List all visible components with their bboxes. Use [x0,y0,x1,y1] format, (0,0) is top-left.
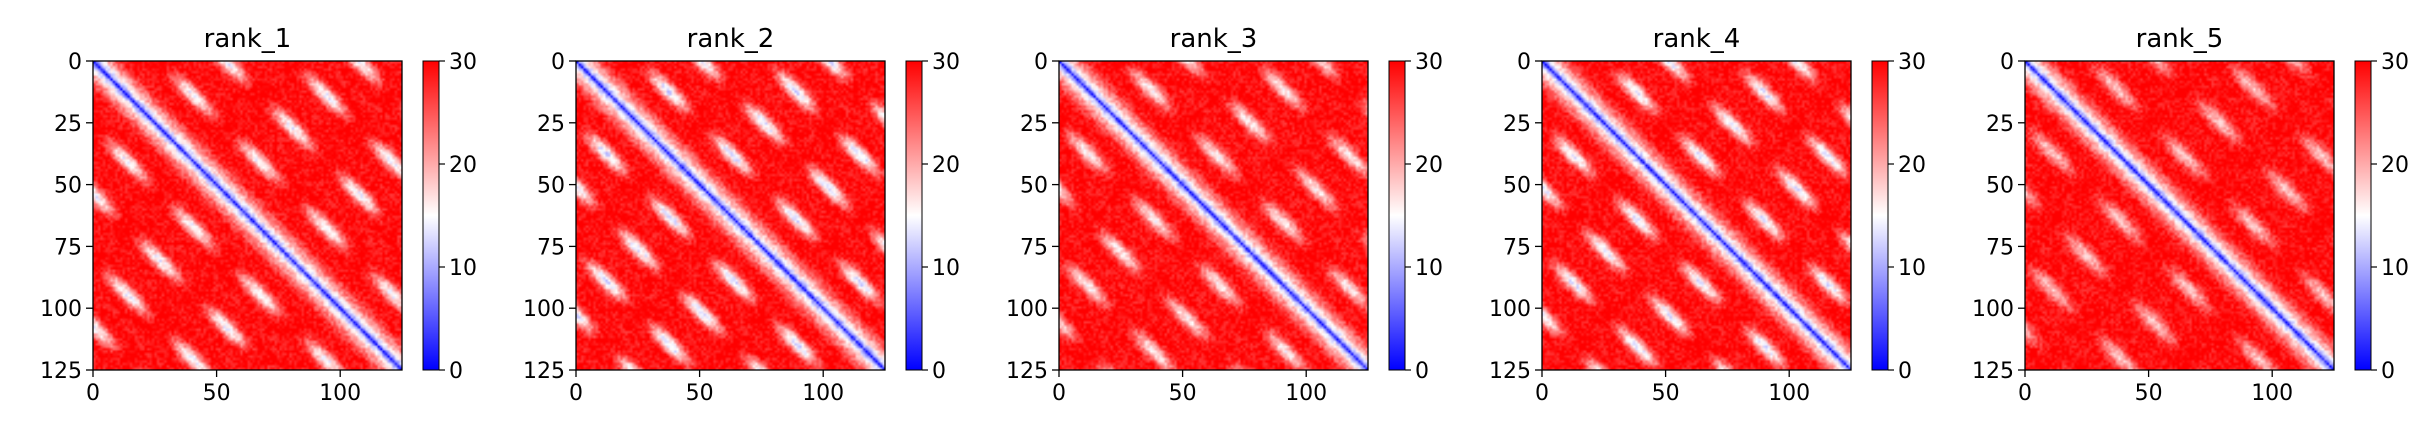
y-tick-label: 0 [1517,50,1531,75]
y-tick-label: 0 [551,50,565,75]
y-tick-label: 125 [1489,359,1531,384]
heatmap-image [2025,61,2334,370]
x-tick-label: 100 [802,381,844,406]
colorbar-tick-label: 0 [449,359,463,384]
heatmap-image [93,61,402,370]
y-tick-label: 100 [523,297,565,322]
y-tick-label: 125 [523,359,565,384]
colorbar-tick-label: 20 [932,153,960,178]
plot-frame [1541,60,1852,371]
plot-frame [575,60,886,371]
y-tick-label: 50 [1020,174,1048,199]
colorbar-tick-label: 10 [2381,256,2409,281]
colorbar-tick-label: 0 [1898,359,1912,384]
colorbar [1388,60,1406,371]
x-tick-label: 100 [319,381,361,406]
colorbar-tick-label: 10 [449,256,477,281]
y-tick-label: 50 [1503,174,1531,199]
y-tick-label: 75 [1986,235,2014,260]
colorbar-tick-label: 20 [1898,153,1926,178]
heatmap-image [1059,61,1368,370]
colorbar-tick-label: 30 [449,50,477,75]
colorbar-tick-label: 10 [1415,256,1443,281]
colorbar-tick-label: 20 [1415,153,1443,178]
y-tick-label: 75 [1020,235,1048,260]
y-tick-label: 125 [1006,359,1048,384]
x-tick-label: 0 [569,381,583,406]
colorbar [1871,60,1889,371]
y-tick-label: 25 [1020,112,1048,137]
y-tick-label: 125 [1972,359,2014,384]
colorbar-tick-label: 20 [449,153,477,178]
colorbar-tick-label: 30 [2381,50,2409,75]
y-tick-label: 125 [40,359,82,384]
y-tick-label: 0 [2000,50,2014,75]
x-tick-label: 100 [2251,381,2293,406]
y-tick-label: 50 [1986,174,2014,199]
y-tick-label: 25 [54,112,82,137]
colorbar-tick-label: 30 [1898,50,1926,75]
x-tick-label: 50 [2135,381,2163,406]
colorbar-tick-label: 30 [932,50,960,75]
x-tick-label: 100 [1768,381,1810,406]
y-tick-label: 25 [537,112,565,137]
y-tick-label: 75 [54,235,82,260]
heatmap-image [576,61,885,370]
panel-title: rank_3 [1170,24,1258,54]
panel-title: rank_4 [1653,24,1741,54]
plot-frame [92,60,403,371]
y-tick-label: 50 [54,174,82,199]
x-tick-label: 50 [1169,381,1197,406]
colorbar-tick-label: 20 [2381,153,2409,178]
colorbar-tick-label: 0 [932,359,946,384]
x-tick-label: 0 [2018,381,2032,406]
x-tick-label: 50 [1652,381,1680,406]
plot-frame [1058,60,1369,371]
y-tick-label: 100 [40,297,82,322]
y-tick-label: 100 [1489,297,1531,322]
colorbar-tick-label: 10 [932,256,960,281]
x-tick-label: 0 [1535,381,1549,406]
colorbar-tick-label: 0 [2381,359,2395,384]
x-tick-label: 100 [1285,381,1327,406]
colorbar-tick-label: 10 [1898,256,1926,281]
y-tick-label: 50 [537,174,565,199]
x-tick-label: 50 [203,381,231,406]
y-tick-label: 25 [1503,112,1531,137]
panel-title: rank_1 [204,24,292,54]
y-tick-label: 0 [1034,50,1048,75]
panel-title: rank_2 [687,24,775,54]
heatmap-image [1542,61,1851,370]
y-tick-label: 0 [68,50,82,75]
plot-frame [2024,60,2335,371]
panel-title: rank_5 [2136,24,2224,54]
y-tick-label: 25 [1986,112,2014,137]
colorbar-tick-label: 0 [1415,359,1429,384]
y-tick-label: 100 [1972,297,2014,322]
colorbar [905,60,923,371]
colorbar-tick-label: 30 [1415,50,1443,75]
x-tick-label: 0 [86,381,100,406]
colorbar [422,60,440,371]
y-tick-label: 75 [1503,235,1531,260]
x-tick-label: 0 [1052,381,1066,406]
y-tick-label: 100 [1006,297,1048,322]
x-tick-label: 50 [686,381,714,406]
colorbar [2354,60,2372,371]
y-tick-label: 75 [537,235,565,260]
